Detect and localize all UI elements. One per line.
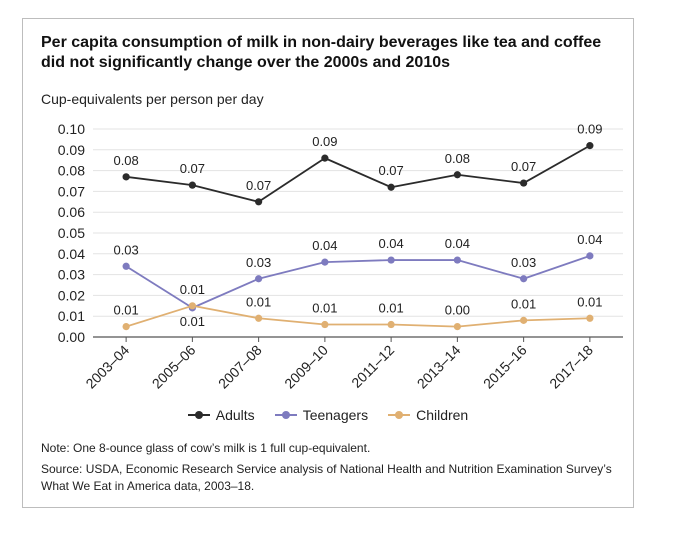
data-point-teenagers <box>520 275 528 283</box>
legend-swatch <box>187 410 210 420</box>
data-label-teenagers: 0.04 <box>312 238 337 253</box>
x-tick-label: 2011–12 <box>348 342 397 391</box>
data-point-teenagers <box>453 256 461 264</box>
data-point-children <box>520 316 528 324</box>
data-label-adults: 0.08 <box>113 153 138 168</box>
data-label-adults: 0.07 <box>511 159 536 174</box>
data-label-adults: 0.08 <box>445 151 470 166</box>
legend-label: Children <box>416 407 469 423</box>
data-label-teenagers: 0.04 <box>445 236 470 251</box>
data-label-children: 0.01 <box>378 301 403 316</box>
data-point-teenagers <box>586 252 594 260</box>
data-point-children <box>586 314 594 322</box>
x-tick-label: 2017–18 <box>546 342 596 392</box>
data-label-children: 0.00 <box>445 303 470 318</box>
y-tick-label: 0.01 <box>58 308 85 324</box>
legend-label: Adults <box>215 407 255 423</box>
data-label-children: 0.01 <box>312 301 337 316</box>
data-point-children <box>387 320 395 329</box>
y-tick-label: 0.00 <box>58 329 85 345</box>
y-tick-label: 0.10 <box>58 121 85 137</box>
data-point-adults <box>188 181 196 189</box>
series-line-teenagers <box>125 255 591 309</box>
data-label-children: 0.01 <box>577 294 602 309</box>
data-label-adults: 0.09 <box>312 134 337 149</box>
data-point-children <box>453 323 461 331</box>
data-label-children: 0.01 <box>113 303 138 318</box>
y-tick-label: 0.09 <box>58 142 85 158</box>
x-tick-label: 2009–10 <box>281 342 331 392</box>
y-tick-label: 0.02 <box>58 287 85 303</box>
data-label-teenagers: 0.03 <box>511 255 536 270</box>
data-point-adults <box>321 154 329 162</box>
y-tick-label: 0.06 <box>58 204 85 220</box>
x-tick-label: 2015–16 <box>480 342 530 392</box>
data-point-adults <box>586 142 594 150</box>
data-label-teenagers: 0.04 <box>378 236 403 251</box>
legend-label: Teenagers <box>302 407 369 423</box>
chart-title: Per capita consumption of milk in non-da… <box>41 34 602 71</box>
data-point-children <box>321 320 329 329</box>
data-point-teenagers <box>255 275 263 283</box>
y-tick-label: 0.05 <box>58 225 85 241</box>
data-label-teenagers: 0.03 <box>113 242 138 257</box>
legend-item-teenagers: Teenagers <box>274 407 369 423</box>
legend-swatch <box>388 410 411 420</box>
data-label-teenagers: 0.04 <box>577 232 602 247</box>
data-point-children <box>188 302 196 310</box>
legend-swatch <box>274 410 297 420</box>
series-line-adults <box>126 144 591 203</box>
line-chart: 0.00 0.01 0.02 0.03 0.04 0.05 0.06 0.07 0.08 0.09… <box>58 121 623 392</box>
data-point-children <box>122 323 130 331</box>
data-point-adults <box>453 171 461 179</box>
chart-note: Note: One 8-ounce glass of cow’s milk is… <box>41 441 371 455</box>
data-point-teenagers <box>122 262 130 270</box>
data-label-teenagers: 0.03 <box>246 255 271 270</box>
chart-frame: Per capita consumption of milk in non-da… <box>22 18 634 508</box>
y-tick-label: 0.07 <box>58 183 85 199</box>
chart-legend: Adults Teenagers Children <box>23 407 633 423</box>
data-label-adults: 0.07 <box>180 161 205 176</box>
legend-item-adults: Adults <box>187 407 255 423</box>
x-tick-label: 2005–06 <box>149 342 199 392</box>
data-label-adults: 0.09 <box>577 122 602 137</box>
chart-subtitle: Cup-equivalents per person per day <box>41 91 264 107</box>
y-tick-label: 0.03 <box>58 267 85 283</box>
data-point-adults <box>255 198 263 206</box>
legend-item-children: Children <box>388 407 468 423</box>
data-point-adults <box>387 183 395 191</box>
x-tick-label: 2013–14 <box>414 342 464 392</box>
x-tick-label: 2007–08 <box>215 342 265 392</box>
chart-source: Source: USDA, Economic Research Service … <box>41 462 612 493</box>
data-point-children <box>255 314 263 322</box>
data-label-children: 0.01 <box>180 282 205 297</box>
data-label-adults: 0.07 <box>378 163 403 178</box>
data-label-adults: 0.07 <box>246 178 271 193</box>
series-line-children <box>125 304 590 328</box>
data-point-teenagers <box>387 256 395 264</box>
data-label-children: 0.01 <box>511 296 536 311</box>
x-tick-label: 2003–04 <box>82 342 132 392</box>
data-point-adults <box>520 179 528 187</box>
data-label-teenagers: 0.01 <box>180 314 205 329</box>
data-point-adults <box>122 173 130 181</box>
y-tick-label: 0.04 <box>58 246 85 262</box>
data-label-children: 0.01 <box>246 294 271 309</box>
y-tick-label: 0.08 <box>58 163 85 179</box>
data-point-teenagers <box>321 258 329 266</box>
